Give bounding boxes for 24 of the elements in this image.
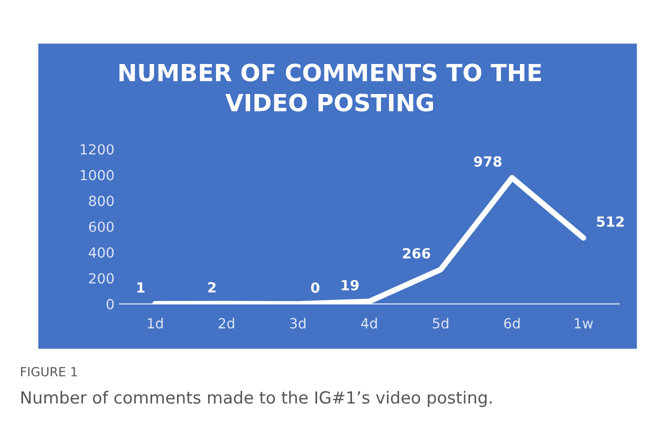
y-tick-label: 800 — [89, 196, 114, 206]
y-tick-label: 1200 — [80, 144, 114, 155]
data-label: 266 — [403, 248, 430, 259]
y-tick-label: 0 — [106, 298, 114, 310]
data-label: 512 — [596, 216, 624, 227]
text: Number of comments made to the IG#1’s video posting. — [21, 390, 492, 408]
y-tick-label: 1000 — [80, 170, 114, 180]
x-tick-label: 1d — [148, 318, 163, 329]
y-tick-label: 200 — [89, 273, 114, 284]
x-tick-label: 1w — [574, 318, 593, 328]
data-label: 1 — [137, 282, 144, 293]
data-label: 2 — [208, 282, 216, 292]
data-label: 0 — [311, 282, 320, 293]
x-tick-label: 6d — [504, 318, 520, 329]
y-tick-label: 600 — [89, 221, 114, 232]
chart-title: NUMBER OF COMMENTS TO THE VIDEO POSTING — [119, 64, 541, 112]
y-tick-label: 400 — [88, 247, 114, 258]
x-tick-label: 5d — [432, 318, 448, 329]
caption: FIGURE 1 — [21, 366, 77, 376]
x-tick-label: 2d — [218, 318, 234, 329]
x-tick-label: 4d — [361, 318, 377, 329]
data-label: 978 — [474, 156, 502, 167]
x-tick-label: 3d — [290, 318, 306, 329]
data-label: 19 — [342, 280, 359, 290]
